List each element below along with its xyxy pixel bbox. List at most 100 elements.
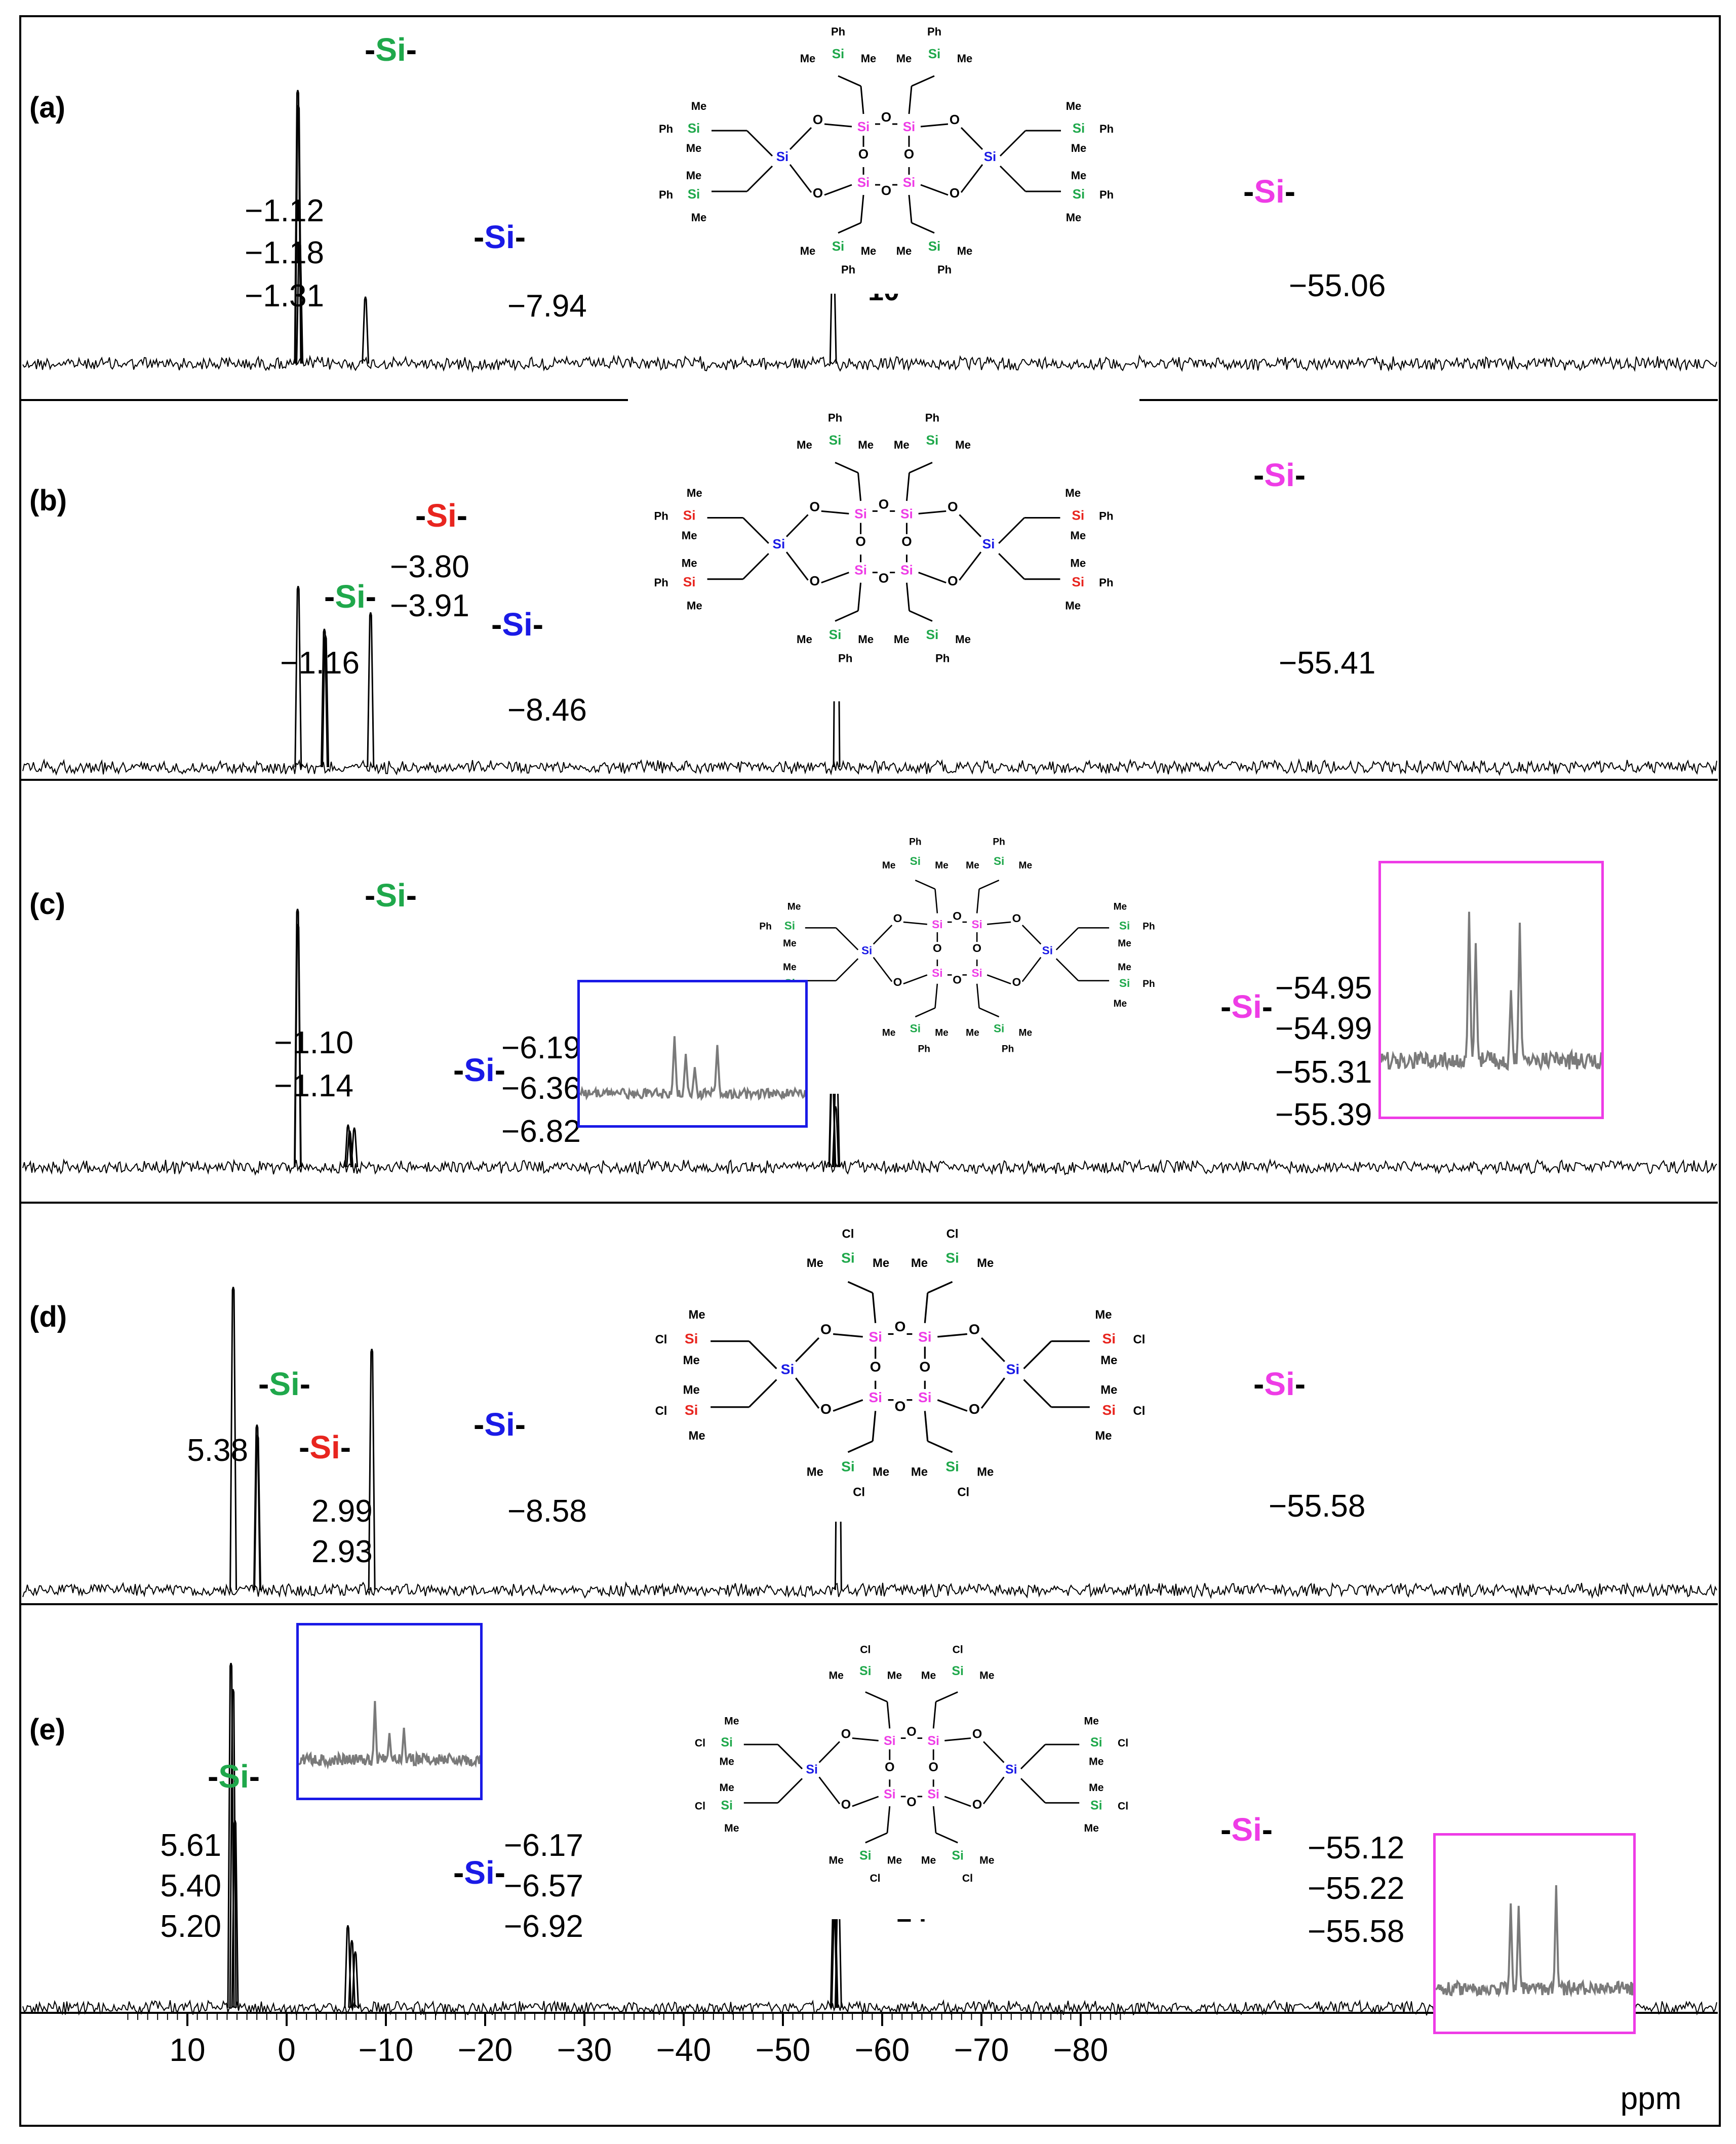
structure-atom-label: Si <box>932 967 942 979</box>
chemical-shift-label: −6.57 <box>504 1869 583 1903</box>
structure-atom-label: Me <box>1118 962 1131 973</box>
molecular-structure-12: Si Si Si Si O O O O Si Si O O O O Si Me Me Ph Si Me Me Ph Si Me… <box>737 808 1177 1094</box>
structure-bond <box>924 1411 929 1442</box>
chemical-shift-label: −6.17 <box>504 1828 583 1863</box>
structure-atom-label: Si <box>832 46 845 61</box>
structure-atom-label: Si <box>829 627 842 642</box>
structure-bond <box>924 1292 929 1323</box>
structure-atom-label: Si <box>1102 1330 1116 1346</box>
structure-atom-label: Si <box>857 175 870 190</box>
structure-atom-label: Si <box>1090 1799 1102 1813</box>
structure-atom-label: Me <box>966 860 979 871</box>
structure-atom-label: Me <box>873 1465 889 1479</box>
structure-bond <box>1021 925 1042 945</box>
figure-frame <box>19 15 1721 2127</box>
chemical-shift-label: −1.12 <box>245 193 324 228</box>
peak--6.82 <box>350 1127 359 1168</box>
structure-atom-label: Si <box>1072 508 1084 523</box>
structure-atom-label: Ph <box>659 123 673 135</box>
structure-bond <box>746 165 773 192</box>
structure-atom-label: Si <box>971 967 982 979</box>
chemical-shift-label: 5.40 <box>160 1869 221 1903</box>
structure-atom-label: Si <box>884 1788 896 1802</box>
chemical-shift-label: −55.22 <box>1308 1871 1404 1906</box>
structure-bond <box>746 130 773 157</box>
structure-atom-label: O <box>879 571 889 586</box>
structure-atom-label: Ph <box>838 652 852 664</box>
structure-atom-label: Ph <box>927 25 941 38</box>
structure-atom-label: Si <box>859 1849 872 1863</box>
structure-atom-label: Me <box>966 1027 979 1038</box>
panel-label: (a) <box>29 91 65 124</box>
structure-atom-label: O <box>820 1401 832 1417</box>
structure-atom-label: Me <box>894 439 910 451</box>
structure-bond <box>873 925 893 945</box>
molecular-structure-10: Si Si Si Si O O O O Si Si O O O O Si Me Me Ph Si Me Me Ph Si Me… <box>633 20 1139 294</box>
si-environment-tag: -Si- <box>491 606 543 643</box>
structure-atom-label: Me <box>921 1854 936 1866</box>
structure-atom-label: Si <box>982 536 995 551</box>
structure-atom-label: Si <box>928 46 941 61</box>
structure-atom-label: Si <box>994 1022 1004 1035</box>
structure-atom-label: Me <box>783 938 797 949</box>
structure-atom-label: Si <box>854 506 867 521</box>
structure-bond <box>873 957 893 982</box>
inset-trace <box>580 1036 805 1098</box>
chemical-shift-label: −6.36 <box>501 1071 581 1106</box>
structure-atom-label: Me <box>829 1854 844 1866</box>
structure-atom-label: Si <box>952 1664 964 1678</box>
chemical-shift-label: −55.06 <box>1289 268 1386 303</box>
structure-atom-label: Ph <box>759 922 771 932</box>
structure-atom-label: Me <box>829 1670 844 1681</box>
x-tick-label: −60 <box>855 2032 910 2068</box>
peak--8.46 <box>367 612 375 768</box>
structure-bond <box>1021 957 1042 982</box>
structure-bond <box>852 1796 879 1807</box>
structure-atom-label: Cl <box>860 1644 871 1656</box>
structure-atom-label: Si <box>900 563 913 578</box>
peak-5.61 <box>227 1662 235 2008</box>
structure-atom-label: Cl <box>695 1737 705 1749</box>
structure-atom-label: Me <box>1095 1308 1112 1322</box>
structure-atom-label: Ph <box>831 25 845 38</box>
structure-atom-label: Si <box>688 186 700 202</box>
structure-atom-label: O <box>813 112 823 127</box>
structure-bond <box>998 553 1025 580</box>
structure-bond <box>918 510 946 514</box>
chemical-shift-label: −1.14 <box>274 1068 353 1103</box>
structure-atom-label: Me <box>720 1756 735 1767</box>
structure-atom-label: Me <box>800 52 816 65</box>
structure-atom-label: Me <box>687 487 702 499</box>
structure-bond <box>918 572 946 584</box>
structure-bond <box>987 974 1011 984</box>
structure-atom-label: Cl <box>1118 1801 1128 1812</box>
expanded-inset-magenta <box>1433 1833 1636 2034</box>
structure-atom-label: Si <box>841 1249 855 1265</box>
si-environment-tag: -Si- <box>474 1406 526 1443</box>
structure-atom-label: Me <box>800 245 816 257</box>
structure-atom-label: O <box>948 573 958 588</box>
structure-atom-label: Si <box>971 918 982 931</box>
structure-atom-label: O <box>972 1798 982 1812</box>
structure-atom-label: Ph <box>841 263 855 276</box>
peak--8.58 <box>368 1348 376 1591</box>
structure-bond <box>903 921 927 925</box>
structure-atom-label: Me <box>724 1716 739 1727</box>
structure-bond <box>872 1411 877 1442</box>
structure-atom-label: Me <box>979 1670 995 1681</box>
structure-bond <box>944 1796 971 1807</box>
x-tick-label: −10 <box>359 2032 414 2068</box>
structure-bond <box>821 510 849 514</box>
peak--3.91 <box>322 635 330 768</box>
structure-atom-label: O <box>919 1358 930 1374</box>
baseline-noise <box>22 354 1717 373</box>
peak--3.8 <box>320 628 328 768</box>
structure-bond <box>909 462 933 473</box>
structure-bond <box>847 1281 873 1294</box>
structure-bond <box>978 880 1000 890</box>
structure-bond <box>908 194 913 223</box>
structure-bond <box>748 1379 777 1408</box>
chemical-shift-label: −55.58 <box>1269 1489 1365 1524</box>
structure-atom-label: O <box>1012 976 1021 988</box>
structure-atom-label: Me <box>858 439 874 451</box>
